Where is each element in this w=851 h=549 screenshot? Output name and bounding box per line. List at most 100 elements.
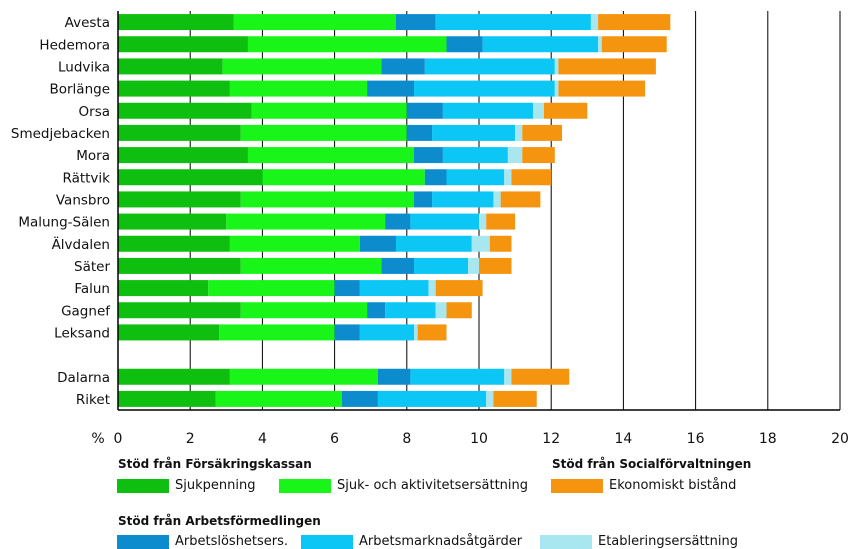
- category-label: Malung-Sälen: [18, 215, 110, 231]
- bar-segment: [486, 390, 494, 407]
- bar-segment: [515, 124, 523, 141]
- x-tick-label: 0: [114, 431, 123, 447]
- bar-segment: [428, 280, 436, 297]
- bar-segment: [247, 147, 415, 164]
- bar-segment: [432, 124, 516, 141]
- bar-segment: [240, 124, 407, 141]
- bar-segment: [414, 191, 433, 208]
- bar-segment: [240, 191, 415, 208]
- x-tick-label: 20: [831, 431, 849, 447]
- bar-segment: [118, 169, 263, 186]
- legend-group-title-forsakringskassan: Stöd från Försäkringskassan: [118, 457, 312, 471]
- x-tick-label: 14: [614, 431, 632, 447]
- x-tick-label: 2: [186, 431, 195, 447]
- legend-label-sjuk-och-aktivitetsersattning: Sjuk- och aktivitetsersättning: [337, 478, 529, 493]
- bar-segment: [598, 14, 671, 31]
- category-label: Vansbro: [56, 192, 110, 208]
- bar-segment: [118, 324, 220, 341]
- bar-segment: [493, 390, 537, 407]
- bar-segment: [410, 213, 479, 230]
- bar-segment: [410, 368, 505, 385]
- legend-swatch-arbetsloshetsers: [117, 534, 169, 549]
- category-label: Ludvika: [58, 59, 110, 75]
- bar-segment: [377, 390, 487, 407]
- bar-segment: [240, 257, 382, 274]
- legend-group-title-socialforvaltningen: Stöd från Socialförvaltningen: [552, 457, 752, 471]
- bar-segment: [247, 36, 447, 53]
- category-label: Rättvik: [62, 170, 110, 186]
- category-label: Hedemora: [39, 37, 110, 53]
- bar-segment: [435, 14, 591, 31]
- legend-swatch-arbetsmarknadsatgarder: [301, 534, 353, 549]
- bar-segment: [262, 169, 425, 186]
- legend-item-sjuk-och-aktivitetsersattning: Sjuk- och aktivitetsersättning: [279, 478, 528, 493]
- bar-segment: [446, 302, 472, 319]
- bar-segment: [554, 58, 559, 75]
- legend-item-etableringsersattning: Etableringsersättning: [540, 534, 738, 549]
- bar-segment: [522, 147, 555, 164]
- legend-item-sjukpenning: Sjukpenning: [117, 478, 255, 493]
- bar-segment: [406, 102, 443, 119]
- bar-segment: [229, 80, 368, 97]
- bar-segment: [486, 213, 516, 230]
- bar-segment: [500, 191, 541, 208]
- bar-segment: [118, 368, 230, 385]
- bar-segment: [118, 235, 230, 252]
- legend-label-arbetsloshetsers: Arbetslöshetsers.: [175, 534, 289, 549]
- x-tick-label: 12: [542, 431, 560, 447]
- bar-segment: [118, 80, 230, 97]
- legend-label-sjukpenning: Sjukpenning: [175, 478, 256, 493]
- category-label: Orsa: [79, 104, 110, 120]
- bar-segment: [468, 257, 479, 274]
- bar-segment: [414, 324, 418, 341]
- bar-segment: [601, 36, 667, 53]
- bar-segment: [504, 368, 512, 385]
- bar-segment: [118, 302, 241, 319]
- bar-segment: [511, 169, 552, 186]
- bar-segment: [446, 169, 505, 186]
- legend-label-etableringsersattning: Etableringsersättning: [598, 534, 738, 549]
- bar-segment: [471, 235, 490, 252]
- legend-swatch-sjuk-och-aktivitetsersattning: [279, 478, 331, 493]
- bar-segment: [222, 58, 382, 75]
- bar-segment: [533, 102, 544, 119]
- bar-segment: [233, 14, 396, 31]
- bar-segment: [118, 390, 216, 407]
- category-label: Älvdalen: [52, 235, 110, 253]
- bar-segment: [489, 235, 512, 252]
- bar-segment: [522, 124, 563, 141]
- bar-segment: [442, 147, 508, 164]
- category-label: Leksand: [54, 325, 110, 341]
- bar-segment: [240, 302, 368, 319]
- bar-segment: [558, 80, 646, 97]
- legend-swatch-ekonomiskt-bistand: [551, 478, 603, 493]
- bar-segment: [251, 102, 407, 119]
- bar-segment: [118, 280, 209, 297]
- bar-segment: [395, 14, 436, 31]
- bar-segment: [432, 191, 494, 208]
- bar-segment: [511, 368, 570, 385]
- legend-label-arbetsmarknadsatgarder: Arbetsmarknadsåtgärder: [359, 534, 523, 549]
- category-label: Mora: [76, 148, 110, 164]
- legend-item-arbetsloshetsers: Arbetslöshetsers.: [117, 534, 288, 549]
- bar-segment: [395, 235, 472, 252]
- category-label: Säter: [74, 259, 110, 275]
- x-unit-label: %: [91, 431, 104, 447]
- bar-segment: [118, 124, 241, 141]
- bar-segment: [385, 302, 436, 319]
- x-tick-label: 4: [258, 431, 267, 447]
- bar-segment: [414, 80, 555, 97]
- bar-segment: [406, 124, 433, 141]
- bar-segment: [226, 213, 386, 230]
- bar-segment: [118, 191, 241, 208]
- legend-swatch-sjukpenning: [117, 478, 169, 493]
- bar-segment: [424, 58, 555, 75]
- bar-segment: [359, 235, 396, 252]
- bar-segment: [479, 213, 487, 230]
- category-label: Dalarna: [57, 370, 110, 386]
- bar-segment: [118, 257, 241, 274]
- bar-segment: [446, 36, 483, 53]
- legend-group-title-arbetsformedlingen: Stöd från Arbetsförmedlingen: [118, 514, 321, 528]
- bar-segment: [435, 280, 483, 297]
- category-label: Borlänge: [49, 82, 110, 98]
